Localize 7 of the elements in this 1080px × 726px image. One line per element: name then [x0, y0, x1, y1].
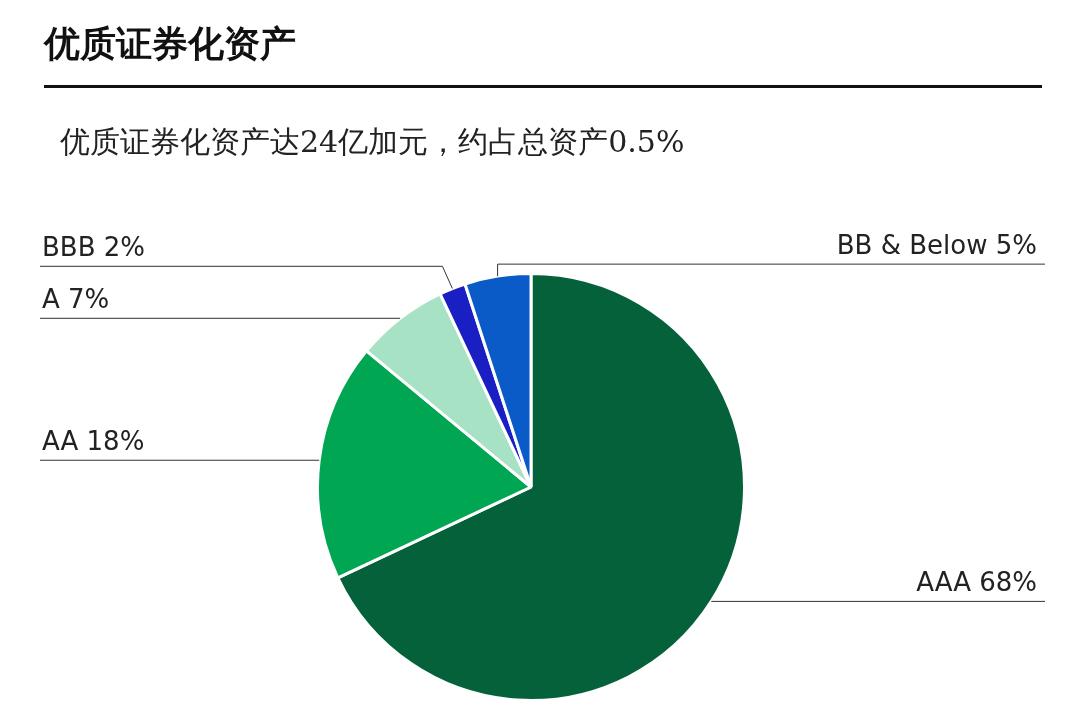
chart-title: 优质证券化资产: [44, 20, 1042, 88]
slice-label: BB & Below 5%: [836, 229, 1037, 260]
slice-label: AA 18%: [42, 425, 145, 456]
slice-label: A 7%: [42, 284, 110, 315]
slice-label: BBB 2%: [42, 232, 146, 263]
chart-subtitle: 优质证券化资产达24亿加元，约占总资产0.5%: [60, 123, 685, 161]
slice-label: AAA 68%: [916, 567, 1037, 598]
